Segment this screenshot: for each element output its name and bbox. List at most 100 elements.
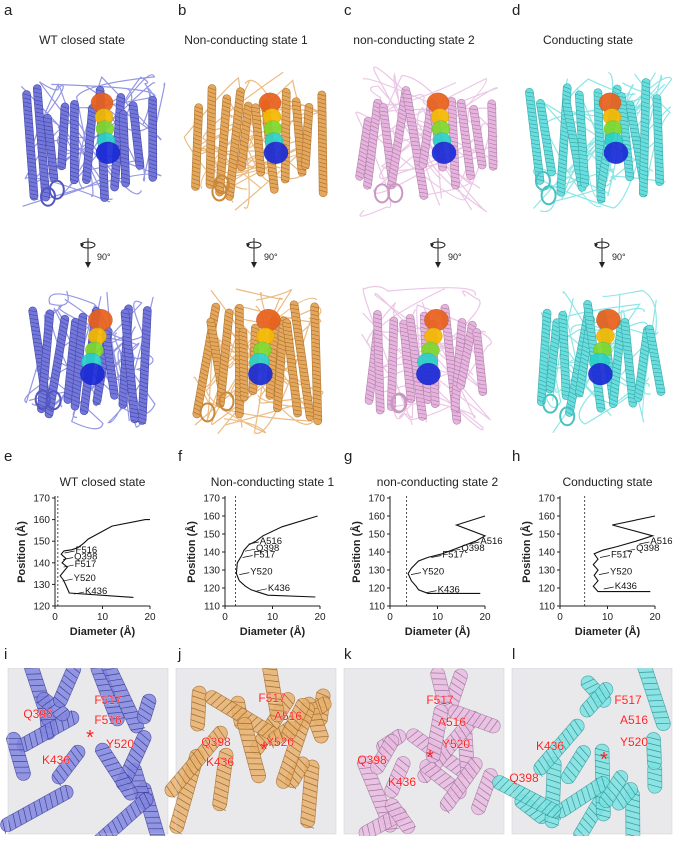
helix-turn xyxy=(313,417,322,421)
helix-turn xyxy=(215,780,230,788)
x-axis-label: Diameter (Å) xyxy=(70,625,136,638)
helix-turn xyxy=(397,116,406,121)
helix-turn xyxy=(301,387,311,390)
helix-turn xyxy=(133,140,142,143)
helix-turn xyxy=(468,323,477,328)
helix-turn xyxy=(365,164,374,169)
helix-turn xyxy=(489,166,498,170)
helix-turn xyxy=(77,331,86,336)
helix-turn xyxy=(647,777,662,783)
helix-turn xyxy=(67,360,76,365)
helix-turn xyxy=(177,771,187,785)
helix-turn xyxy=(641,81,651,85)
helix-turn xyxy=(210,345,219,347)
helix-turn xyxy=(44,324,53,328)
helix-turn xyxy=(87,118,96,123)
protein-helix xyxy=(525,88,545,185)
helix-turn xyxy=(475,148,484,150)
protein-helix xyxy=(237,101,253,172)
helix-turn xyxy=(139,396,148,401)
y-tick-label: 130 xyxy=(538,566,555,577)
helix-turn xyxy=(594,115,603,119)
helix-turn xyxy=(301,810,316,817)
helix-turn xyxy=(369,137,378,142)
helix-turn xyxy=(625,803,640,808)
helix-turn xyxy=(108,380,117,383)
helix-turn xyxy=(624,167,634,170)
helix-turn xyxy=(34,103,43,106)
helix-turn xyxy=(121,177,130,180)
helix-turn xyxy=(405,109,414,111)
helix-turn xyxy=(256,170,265,173)
helix-turn xyxy=(66,372,75,377)
helix-turn xyxy=(38,391,47,396)
helix-turn xyxy=(172,814,186,823)
helix-turn xyxy=(72,391,81,395)
helix-turn xyxy=(584,311,593,314)
helix-turn xyxy=(620,123,629,126)
helix-turn xyxy=(398,108,407,113)
helix-turn xyxy=(103,700,118,703)
helix-turn xyxy=(234,109,243,114)
helix-turn xyxy=(289,304,299,306)
helix-turn xyxy=(281,174,290,179)
protein-helix xyxy=(301,102,314,170)
helix-turn xyxy=(42,344,51,348)
helix-turn xyxy=(594,107,603,111)
residue-pointer xyxy=(239,572,250,575)
helix-turn xyxy=(105,360,115,363)
helix-turn xyxy=(78,323,87,328)
helix-turn xyxy=(402,354,411,358)
helix-turn xyxy=(380,118,389,121)
helix-turn xyxy=(217,762,232,770)
helix-turn xyxy=(70,135,79,139)
helix-turn xyxy=(76,347,84,352)
helix-turn xyxy=(472,128,481,131)
helix-turn xyxy=(311,353,321,357)
helix-turn xyxy=(294,704,307,715)
helix-turn xyxy=(389,323,398,327)
helix-turn xyxy=(275,383,284,387)
helix-turn xyxy=(58,145,67,149)
helix-turn xyxy=(120,153,129,156)
helix-turn xyxy=(33,802,38,817)
helix-turn xyxy=(613,362,622,367)
helix-turn xyxy=(640,125,649,129)
helix-turn xyxy=(593,91,603,95)
helix-turn xyxy=(474,140,483,143)
helix-turn xyxy=(403,362,412,366)
helix-turn xyxy=(94,392,102,397)
helix-turn xyxy=(578,149,587,153)
helix-turn xyxy=(448,120,457,124)
helix-turn xyxy=(656,391,666,394)
helix-turn xyxy=(457,725,467,738)
helix-turn xyxy=(132,136,141,139)
helix-turn xyxy=(639,671,654,673)
helix-turn xyxy=(457,328,466,333)
helix-turn xyxy=(56,340,65,346)
helix-turn xyxy=(635,387,644,392)
helix-turn xyxy=(41,718,56,721)
helix-turn xyxy=(532,151,541,154)
helix-turn xyxy=(460,709,471,722)
helix-turn xyxy=(128,391,137,395)
helix-turn xyxy=(40,183,49,186)
helix-turn xyxy=(312,365,321,369)
helix-turn xyxy=(28,173,37,176)
helix-turn xyxy=(120,157,129,160)
helix-turn xyxy=(275,375,284,379)
helix-turn xyxy=(372,113,380,118)
helix-turn xyxy=(480,781,493,791)
helix-turn xyxy=(206,147,215,151)
helix-turn xyxy=(551,806,563,819)
zoom-helix xyxy=(430,668,453,706)
helix-turn xyxy=(282,102,291,107)
helix-turn xyxy=(624,163,633,166)
helix-turn xyxy=(239,374,248,378)
helix-turn xyxy=(57,336,66,342)
protein-helix xyxy=(537,308,552,406)
helix-turn xyxy=(291,311,300,314)
zoom-helix xyxy=(561,745,591,785)
residue-pointer xyxy=(431,555,442,558)
helix-turn xyxy=(129,112,139,115)
